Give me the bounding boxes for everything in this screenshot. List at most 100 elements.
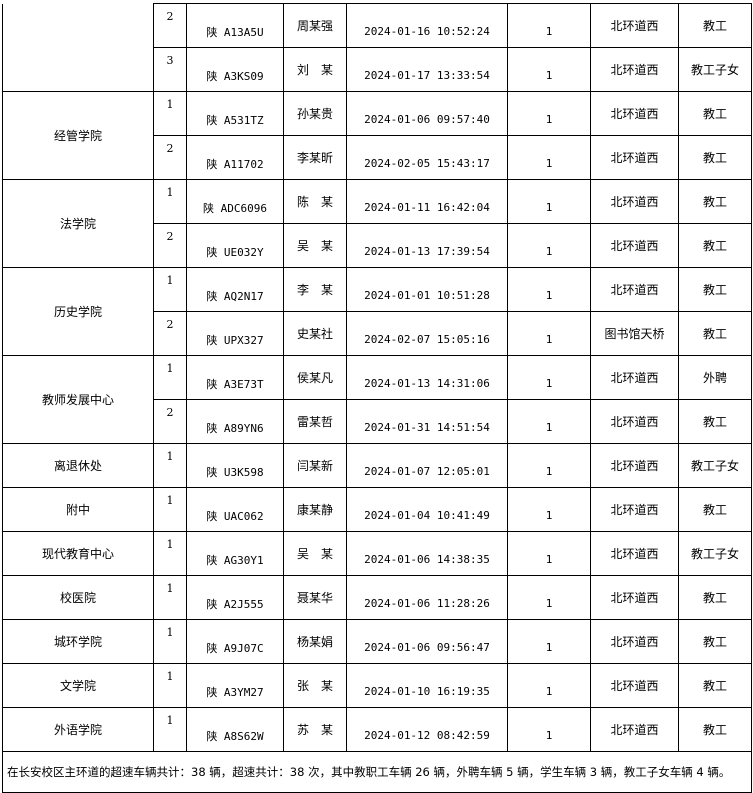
- vehicle-type-cell: 教工: [678, 311, 752, 356]
- count-cell: 1: [507, 443, 591, 488]
- plate-cell: 陕 A3YM27: [186, 663, 284, 708]
- table-row: 附中 1 陕 UAC062 康某静 2024-01-04 10:41:49 1 北环道西 教工: [2, 487, 752, 532]
- vehicle-type-cell: 教工: [678, 399, 752, 444]
- department-cell: 法学院: [2, 179, 154, 268]
- sequence-cell: 2: [153, 399, 187, 444]
- timestamp-cell: 2024-02-05 15:43:17: [346, 135, 508, 180]
- sequence-cell: 1: [153, 91, 187, 136]
- location-cell: 北环道西: [590, 487, 679, 532]
- count-cell: 1: [507, 135, 591, 180]
- table-row: 现代教育中心 1 陕 AG30Y1 吴 某 2024-01-06 14:38:35 1 北环…: [2, 531, 752, 576]
- plate-cell: 陕 UPX327: [186, 311, 284, 356]
- count-cell: 1: [507, 575, 591, 620]
- sequence-cell: 2: [153, 311, 187, 356]
- table-row: 历史学院 1 陕 AQ2N17 李 某 2024-01-01 10:51:28 1 北环道西…: [2, 267, 752, 356]
- sequence-cell: 1: [153, 619, 187, 664]
- driver-name-cell: 杨某娟: [283, 619, 347, 664]
- sequence-cell: 2: [153, 3, 187, 48]
- count-cell: 1: [507, 663, 591, 708]
- vehicle-type-cell: 教工子女: [678, 443, 752, 488]
- count-cell: 1: [507, 179, 591, 224]
- driver-name-cell: 聂某华: [283, 575, 347, 620]
- location-cell: 北环道西: [590, 267, 679, 312]
- location-cell: 北环道西: [590, 91, 679, 136]
- count-cell: 1: [507, 3, 591, 48]
- table-row: 校医院 1 陕 A2J555 聂某华 2024-01-06 11:28:26 1 北环道西教…: [2, 575, 752, 620]
- plate-cell: 陕 AG30Y1: [186, 531, 284, 576]
- vehicle-type-cell: 教工: [678, 619, 752, 664]
- count-cell: 1: [507, 399, 591, 444]
- location-cell: 北环道西: [590, 223, 679, 268]
- location-cell: 图书馆天桥: [590, 311, 679, 356]
- location-cell: 北环道西: [590, 355, 679, 400]
- sequence-cell: 1: [153, 531, 187, 576]
- plate-cell: 陕 A8S62W: [186, 707, 284, 752]
- department-cell: 外语学院: [2, 707, 154, 752]
- sequence-cell: 2: [153, 135, 187, 180]
- location-cell: 北环道西: [590, 399, 679, 444]
- plate-cell: 陕 UAC062: [186, 487, 284, 532]
- driver-name-cell: 康某静: [283, 487, 347, 532]
- sequence-cell: 2: [153, 223, 187, 268]
- count-cell: 1: [507, 619, 591, 664]
- vehicle-type-cell: 教工: [678, 487, 752, 532]
- vehicle-type-cell: 教工: [678, 179, 752, 224]
- vehicle-type-cell: 教工: [678, 267, 752, 312]
- department-cell: 城环学院: [2, 619, 154, 664]
- location-cell: 北环道西: [590, 531, 679, 576]
- department-cell: [2, 3, 154, 92]
- timestamp-cell: 2024-01-10 16:19:35: [346, 663, 508, 708]
- sequence-cell: 1: [153, 487, 187, 532]
- vehicle-type-cell: 教工: [678, 223, 752, 268]
- plate-cell: 陕 AQ2N17: [186, 267, 284, 312]
- driver-name-cell: 吴 某: [283, 223, 347, 268]
- location-cell: 北环道西: [590, 135, 679, 180]
- timestamp-cell: 2024-01-31 14:51:54: [346, 399, 508, 444]
- timestamp-cell: 2024-01-04 10:41:49: [346, 487, 508, 532]
- department-cell: 校医院: [2, 575, 154, 620]
- sequence-cell: 1: [153, 443, 187, 488]
- timestamp-cell: 2024-01-17 13:33:54: [346, 47, 508, 92]
- driver-name-cell: 张 某: [283, 663, 347, 708]
- vehicle-type-cell: 教工: [678, 707, 752, 752]
- location-cell: 北环道西: [590, 443, 679, 488]
- location-cell: 北环道西: [590, 47, 679, 92]
- vehicle-type-cell: 教工: [678, 91, 752, 136]
- driver-name-cell: 苏 某: [283, 707, 347, 752]
- table-row: 离退休处 1 陕 U3K598 闫某新 2024-01-07 12:05:01 1 北环道西…: [2, 443, 752, 488]
- driver-name-cell: 闫某新: [283, 443, 347, 488]
- driver-name-cell: 李某昕: [283, 135, 347, 180]
- department-cell: 离退休处: [2, 443, 154, 488]
- table-row: 经管学院 1 陕 A531TZ 孙某贵 2024-01-06 09:57:40 1 北环道西…: [2, 91, 752, 180]
- timestamp-cell: 2024-01-13 17:39:54: [346, 223, 508, 268]
- plate-cell: 陕 ADC6096: [186, 179, 284, 224]
- summary-note: 在长安校区主环道的超速车辆共计：38 辆，超速共计：38 次，其中教职工车辆 2…: [2, 751, 752, 793]
- location-cell: 北环道西: [590, 663, 679, 708]
- timestamp-cell: 2024-01-11 16:42:04: [346, 179, 508, 224]
- timestamp-cell: 2024-01-13 14:31:06: [346, 355, 508, 400]
- count-cell: 1: [507, 91, 591, 136]
- timestamp-cell: 2024-01-01 10:51:28: [346, 267, 508, 312]
- timestamp-cell: 2024-01-12 08:42:59: [346, 707, 508, 752]
- plate-cell: 陕 A3KS09: [186, 47, 284, 92]
- plate-cell: 陕 A2J555: [186, 575, 284, 620]
- location-cell: 北环道西: [590, 575, 679, 620]
- driver-name-cell: 吴 某: [283, 531, 347, 576]
- department-cell: 现代教育中心: [2, 531, 154, 576]
- table-row: 文学院 1 陕 A3YM27 张 某 2024-01-10 16:19:35 1 北环道西教…: [2, 663, 752, 708]
- department-cell: 经管学院: [2, 91, 154, 180]
- table-row: 法学院 1 陕 ADC6096 陈 某 2024-01-11 16:42:04 1 北环道西…: [2, 179, 752, 268]
- table-row: 外语学院 1 陕 A8S62W 苏 某 2024-01-12 08:42:59 1 北环道西…: [2, 707, 752, 752]
- count-cell: 1: [507, 267, 591, 312]
- driver-name-cell: 雷某哲: [283, 399, 347, 444]
- location-cell: 北环道西: [590, 179, 679, 224]
- count-cell: 1: [507, 531, 591, 576]
- timestamp-cell: 2024-02-07 15:05:16: [346, 311, 508, 356]
- timestamp-cell: 2024-01-06 09:57:40: [346, 91, 508, 136]
- count-cell: 1: [507, 487, 591, 532]
